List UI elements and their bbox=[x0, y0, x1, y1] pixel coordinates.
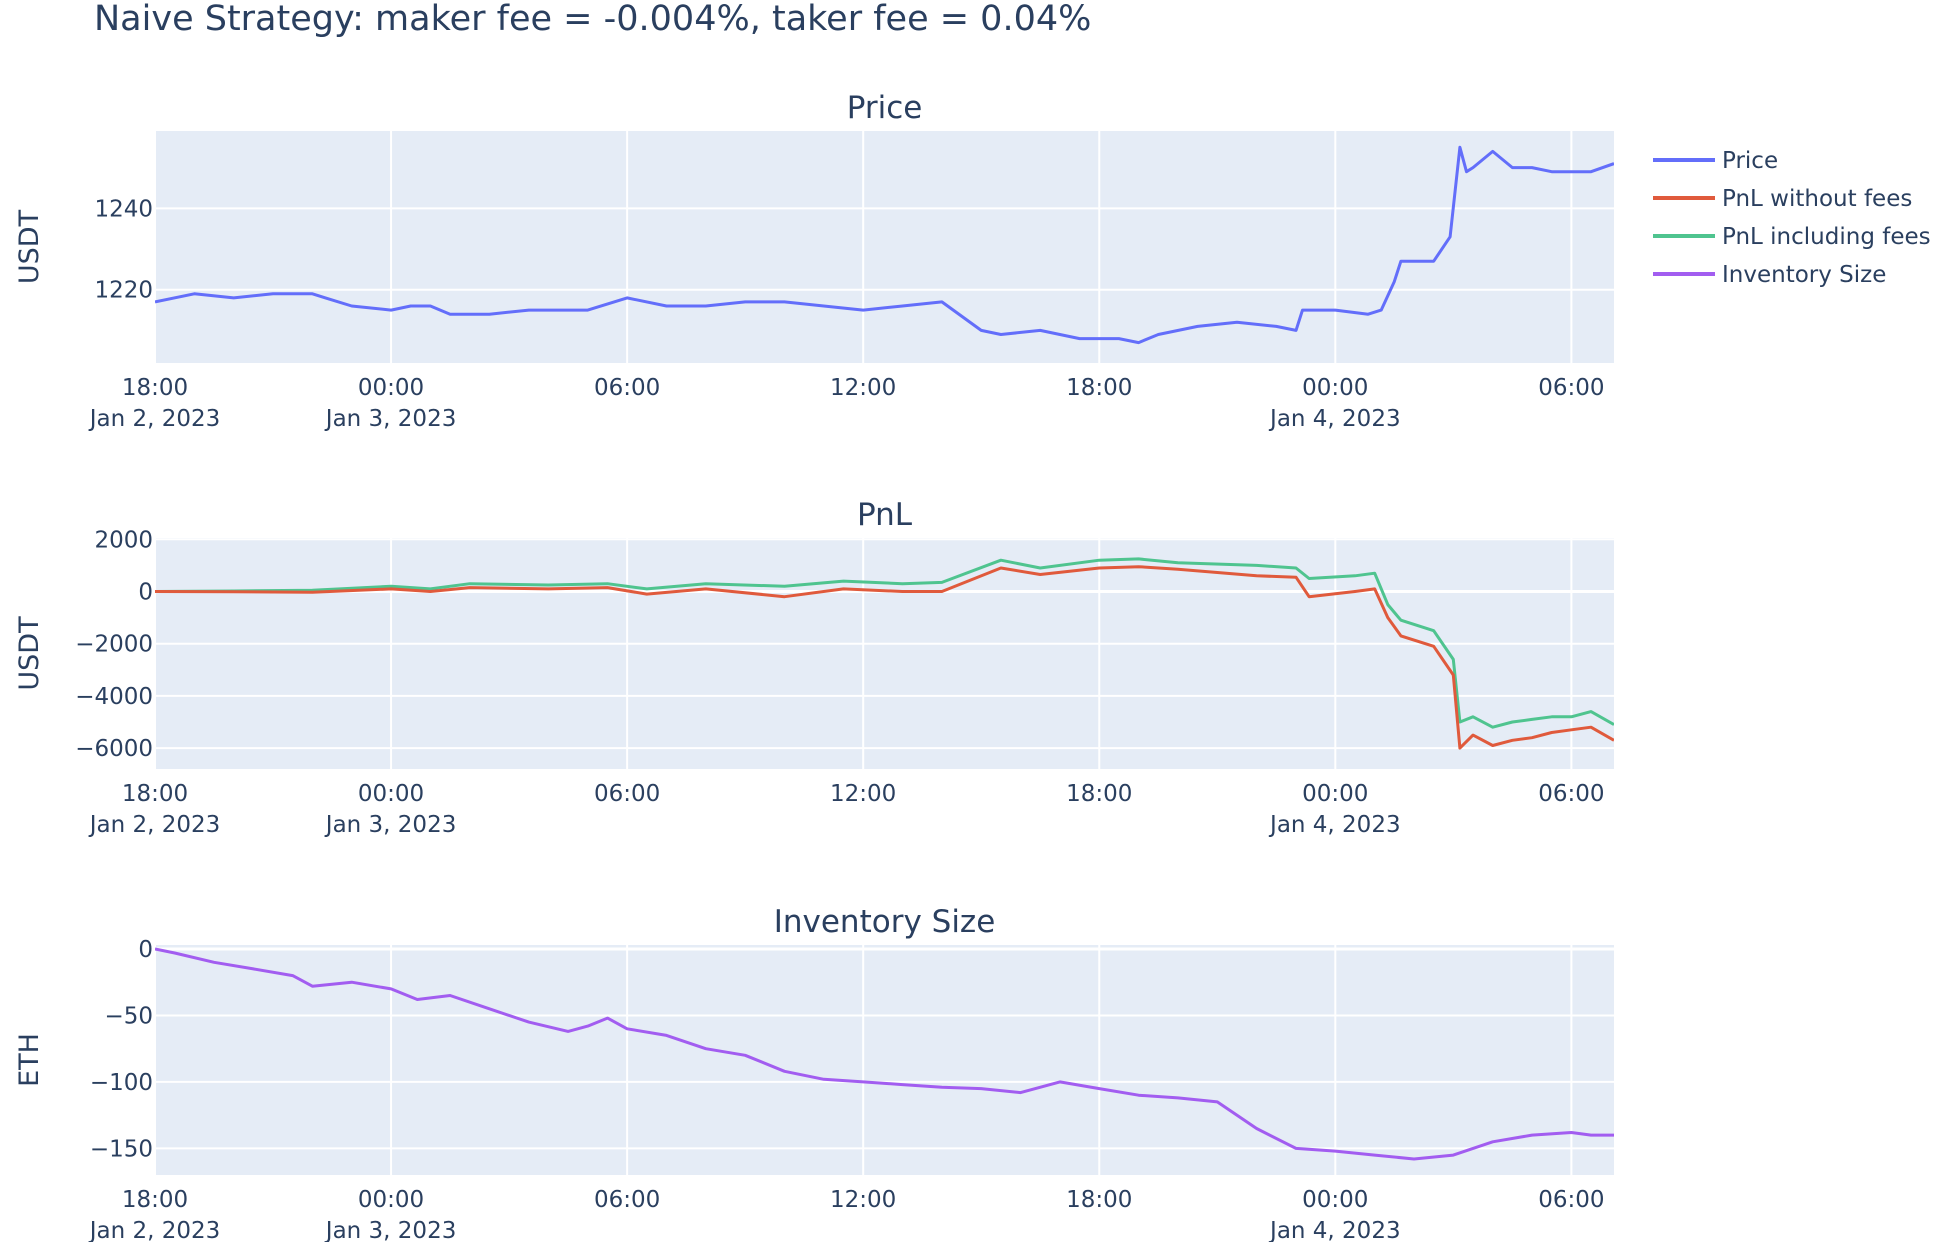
legend-label: PnL without fees bbox=[1722, 186, 1912, 212]
legend-label: PnL including fees bbox=[1722, 224, 1931, 250]
plot-background bbox=[155, 538, 1614, 769]
x-tick-label: 18:00 bbox=[122, 781, 188, 807]
y-tick-label: 0 bbox=[138, 580, 153, 606]
legend-item-pnl-without-fees[interactable]: PnL without fees bbox=[1653, 186, 1912, 212]
y-tick-label: 2000 bbox=[94, 527, 153, 553]
y-tick-label: −150 bbox=[90, 1136, 153, 1162]
x-tick-label: 18:00 bbox=[1066, 1187, 1132, 1213]
x-tick-label: 06:00 bbox=[1538, 375, 1604, 401]
y-tick-label: −4000 bbox=[75, 684, 153, 710]
x-tick-date-label: Jan 2, 2023 bbox=[88, 812, 221, 838]
y-tick-label: 0 bbox=[138, 937, 153, 963]
x-tick-date-label: Jan 4, 2023 bbox=[1268, 1218, 1401, 1242]
x-tick-date-label: Jan 4, 2023 bbox=[1268, 406, 1401, 432]
x-tick-date-label: Jan 3, 2023 bbox=[324, 812, 457, 838]
x-tick-label: 12:00 bbox=[830, 1187, 896, 1213]
series-line-price bbox=[155, 145, 1614, 345]
legend-label: Price bbox=[1722, 148, 1778, 174]
y-axis-title: USDT bbox=[14, 616, 45, 691]
x-tick-label: 06:00 bbox=[1538, 1187, 1604, 1213]
x-tick-label: 12:00 bbox=[830, 375, 896, 401]
x-tick-label: 00:00 bbox=[358, 375, 424, 401]
x-tick-label: 06:00 bbox=[594, 781, 660, 807]
x-tick-label: 00:00 bbox=[358, 1187, 424, 1213]
x-tick-label: 18:00 bbox=[122, 1187, 188, 1213]
x-tick-date-label: Jan 2, 2023 bbox=[88, 406, 221, 432]
x-tick-label: 18:00 bbox=[122, 375, 188, 401]
x-tick-date-label: Jan 2, 2023 bbox=[88, 1218, 221, 1242]
series-line-inventory-size bbox=[155, 947, 1614, 1161]
x-tick-label: 00:00 bbox=[1302, 781, 1368, 807]
x-tick-label: 00:00 bbox=[358, 781, 424, 807]
x-tick-label: 00:00 bbox=[1302, 375, 1368, 401]
figure-title: Naive Strategy: maker fee = -0.004%, tak… bbox=[94, 0, 1091, 39]
legend[interactable]: Price PnL without fees PnL including fees I… bbox=[1653, 148, 1931, 288]
y-tick-label: 1240 bbox=[94, 196, 153, 222]
y-axis-title: ETH bbox=[14, 1033, 45, 1087]
plot-background bbox=[155, 945, 1614, 1175]
x-tick-label: 00:00 bbox=[1302, 1187, 1368, 1213]
subplot-title: Price bbox=[847, 90, 923, 126]
x-tick-label: 18:00 bbox=[1066, 375, 1132, 401]
legend-item-pnl-including-fees[interactable]: PnL including fees bbox=[1653, 224, 1931, 250]
plot-background bbox=[155, 131, 1614, 363]
x-tick-label: 12:00 bbox=[830, 781, 896, 807]
y-tick-label: −2000 bbox=[75, 632, 153, 658]
subplot-pnl: 18:00 Jan 2, 2023 00:00 Jan 3, 2023 06:00 12:… bbox=[14, 497, 1614, 838]
series-line-pnl-including-fees bbox=[155, 557, 1614, 729]
subplot-title: PnL bbox=[857, 497, 913, 533]
y-tick-label: −100 bbox=[90, 1070, 153, 1096]
y-axis-title: USDT bbox=[14, 209, 45, 284]
legend-label: Inventory Size bbox=[1722, 262, 1886, 288]
subplot-title: Inventory Size bbox=[774, 904, 996, 940]
y-tick-label: −6000 bbox=[75, 736, 153, 762]
y-tick-label: −50 bbox=[104, 1003, 153, 1029]
legend-item-inventory-size[interactable]: Inventory Size bbox=[1653, 262, 1886, 288]
legend-item-price[interactable]: Price bbox=[1653, 148, 1778, 174]
subplot-inventory: 18:00 Jan 2, 2023 00:00 Jan 3, 2023 06:00 12:… bbox=[14, 904, 1614, 1242]
series-line-pnl-without-fees bbox=[155, 565, 1614, 750]
x-tick-date-label: Jan 3, 2023 bbox=[324, 1218, 457, 1242]
y-tick-label: 1220 bbox=[94, 278, 153, 304]
x-tick-label: 06:00 bbox=[594, 1187, 660, 1213]
x-tick-date-label: Jan 4, 2023 bbox=[1268, 812, 1401, 838]
subplot-price: 18:00 Jan 2, 2023 00:00 Jan 3, 2023 06:00 12:… bbox=[14, 90, 1614, 432]
x-tick-label: 18:00 bbox=[1066, 781, 1132, 807]
x-tick-date-label: Jan 3, 2023 bbox=[324, 406, 457, 432]
x-tick-label: 06:00 bbox=[594, 375, 660, 401]
x-tick-label: 06:00 bbox=[1538, 781, 1604, 807]
